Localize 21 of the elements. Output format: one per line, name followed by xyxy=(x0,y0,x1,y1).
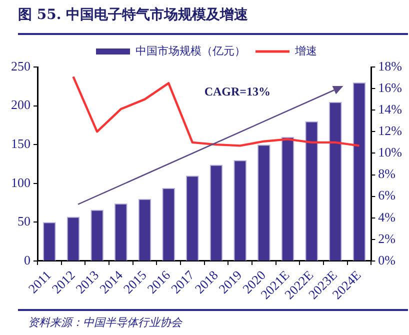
y2-tick-label: 0% xyxy=(378,252,396,268)
y2-tick-label: 12% xyxy=(378,123,402,138)
y-tick-label: 50 xyxy=(18,214,30,229)
annotation: CAGR=13% xyxy=(204,84,271,98)
y2-tick-label: 8% xyxy=(378,166,396,182)
y2-tick-label: 18% xyxy=(378,58,402,74)
y-tick-label: 0 xyxy=(24,252,30,268)
y-tick-label: 100 xyxy=(11,174,30,190)
y2-tick-label: 4% xyxy=(378,209,396,224)
y2-tick-label: 2% xyxy=(378,230,396,246)
y2-tick-label: 6% xyxy=(378,188,396,203)
legend-label: 增速 xyxy=(294,44,317,58)
y-tick-label: 150 xyxy=(11,136,30,152)
text: 资料来源：中国半导体行业协会 xyxy=(28,315,182,330)
y2-tick-label: 16% xyxy=(378,80,402,95)
chart-title: 图 55. 中国电子特气市场规模及增速 xyxy=(18,6,248,24)
legend-label: 中国市场规模（亿元） xyxy=(136,44,246,58)
y2-tick-label: 10% xyxy=(378,144,402,160)
y-tick-label: 200 xyxy=(11,97,30,112)
y-tick-label: 250 xyxy=(11,58,30,74)
y2-tick-label: 14% xyxy=(378,102,402,117)
